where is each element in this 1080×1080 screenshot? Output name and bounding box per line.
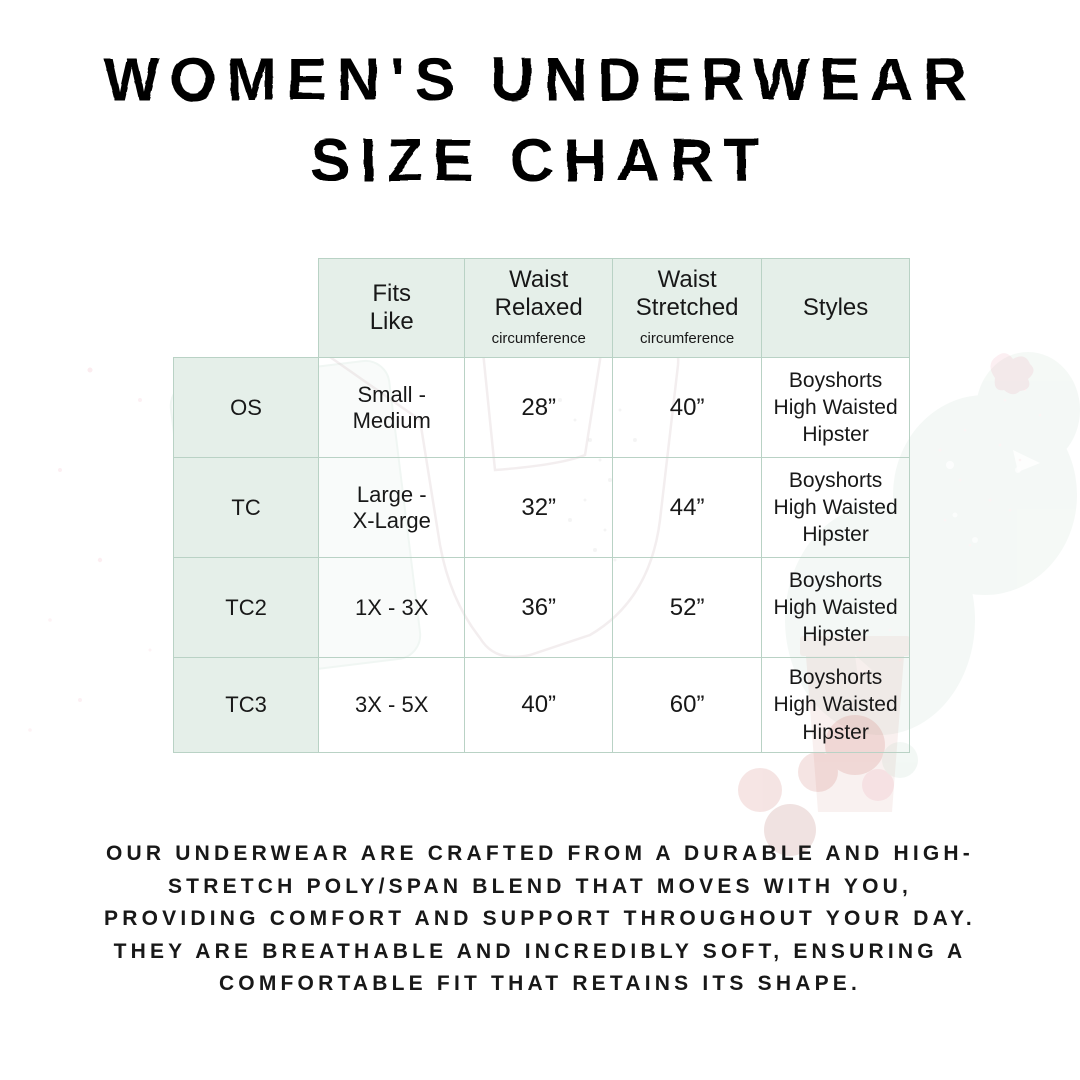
svg-text:SIZE CHART: SIZE CHART	[310, 127, 770, 194]
svg-text:WOMEN'S UNDERWEAR: WOMEN'S UNDERWEAR	[103, 46, 976, 113]
